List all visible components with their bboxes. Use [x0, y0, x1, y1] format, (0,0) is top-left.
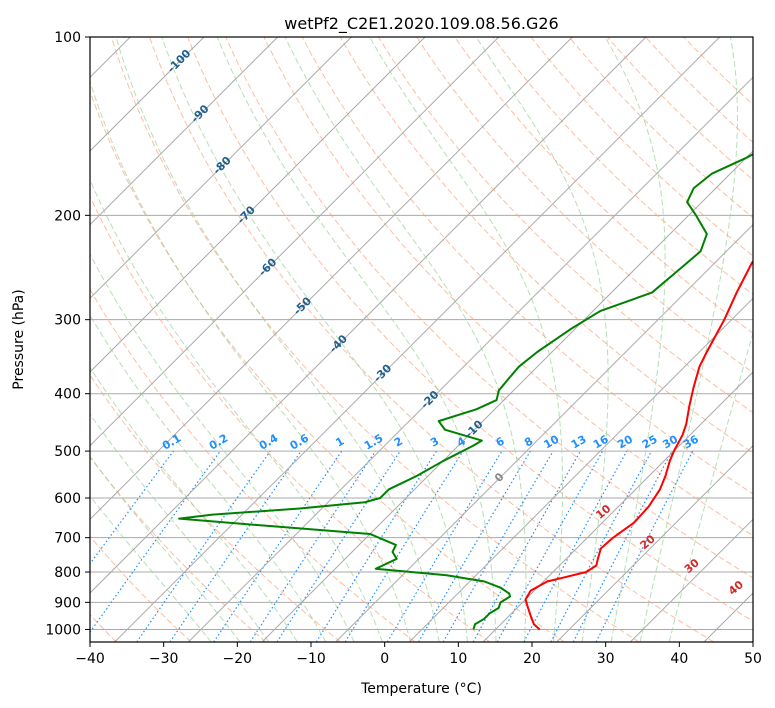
mixing-ratio-line [136, 450, 271, 642]
moist-adiabat [639, 37, 738, 642]
moist-adiabat [90, 455, 241, 642]
moist-adiabat [90, 366, 298, 642]
mixing-ratio-line [213, 450, 343, 642]
isotherm [556, 444, 753, 642]
dry-adiabat [90, 288, 416, 642]
isotherm [335, 223, 753, 642]
x-tick-label: 50 [744, 651, 762, 667]
y-axis-title: Pressure (hPa) [11, 289, 27, 389]
y-tick-label: 600 [54, 491, 81, 507]
isotherm [482, 371, 753, 642]
isotherm [90, 37, 500, 447]
plot-background [90, 37, 753, 642]
dry-adiabat [225, 37, 753, 579]
dry-adiabat [454, 37, 753, 334]
x-axis-title: Temperature (°C) [360, 681, 482, 697]
x-tick-label: −30 [149, 651, 179, 667]
isotherm [261, 150, 753, 642]
isotherm [629, 518, 753, 642]
y-tick-label: 300 [54, 313, 81, 329]
x-tick-label: 10 [449, 651, 467, 667]
isotherm [90, 37, 647, 594]
moist-adiabat [90, 495, 212, 642]
moist-adiabat [90, 314, 327, 642]
x-tick-label: −20 [223, 651, 253, 667]
isotherm [90, 37, 205, 152]
dewpoint-line [178, 153, 753, 630]
dry-adiabat [90, 195, 491, 642]
x-tick-label: 30 [597, 651, 615, 667]
moist-adiabat [216, 37, 497, 642]
x-tick-label: 0 [380, 651, 389, 667]
moist-adiabat [161, 37, 468, 642]
y-tick-label: 100 [54, 30, 81, 46]
profile-lines [178, 153, 753, 631]
moist-adiabat [90, 80, 412, 642]
mixing-ratio-line [472, 450, 582, 642]
mixing-ratio-line [249, 450, 376, 642]
mixing-ratio-line [344, 450, 464, 642]
mixing-ratio-line [595, 450, 694, 642]
isotherm [114, 37, 721, 642]
moist-adiabat [475, 37, 609, 642]
y-tick-label: 800 [54, 565, 81, 581]
dry-adiabat [301, 37, 753, 495]
mixing-ratio-line [496, 450, 604, 642]
y-tick-label: 500 [54, 444, 81, 460]
background-lines [0, 37, 753, 642]
mixing-ratio-line [276, 450, 401, 642]
moist-adiabat [369, 37, 564, 642]
y-tick-label: 400 [54, 387, 81, 403]
plot-frame [89, 36, 754, 643]
temperature-line [524, 259, 753, 631]
x-tick-label: −40 [75, 651, 105, 667]
y-tick-label: 200 [54, 208, 81, 224]
mixing-ratio-line [169, 450, 302, 642]
x-tick-label: 40 [670, 651, 688, 667]
dry-adiabat [416, 37, 753, 374]
x-tick-label: 20 [523, 651, 541, 667]
mixing-ratio-line [523, 450, 628, 642]
moist-adiabat [90, 413, 270, 642]
mixing-ratio-line [90, 450, 221, 634]
dry-adiabat [187, 37, 753, 622]
isotherm [408, 297, 753, 642]
isotherm [187, 76, 753, 642]
moist-adiabat [115, 37, 440, 642]
chart-title: wetPf2_C2E1.2020.109.08.56.G26 [284, 14, 558, 34]
axes: −40 −30 −20 −10 0 10 20 30 40 50 100 200 300 400 500 60… [45, 30, 762, 667]
isotherm [90, 37, 426, 373]
dry-adiabat [339, 37, 753, 454]
y-tick-label: 1000 [45, 622, 81, 638]
moist-adiabat [90, 253, 355, 642]
isotherm [90, 37, 352, 300]
y-tick-label: 900 [54, 595, 81, 611]
dry-adiabat [90, 374, 341, 642]
x-tick-label: −10 [296, 651, 326, 667]
y-tick-label: 700 [54, 531, 81, 547]
isotherm [90, 37, 279, 226]
moist-adiabat [90, 178, 383, 642]
moist-adiabat [284, 37, 527, 642]
isotherm [0, 37, 57, 642]
dry-adiabat [263, 37, 753, 537]
isotherm [90, 37, 573, 521]
